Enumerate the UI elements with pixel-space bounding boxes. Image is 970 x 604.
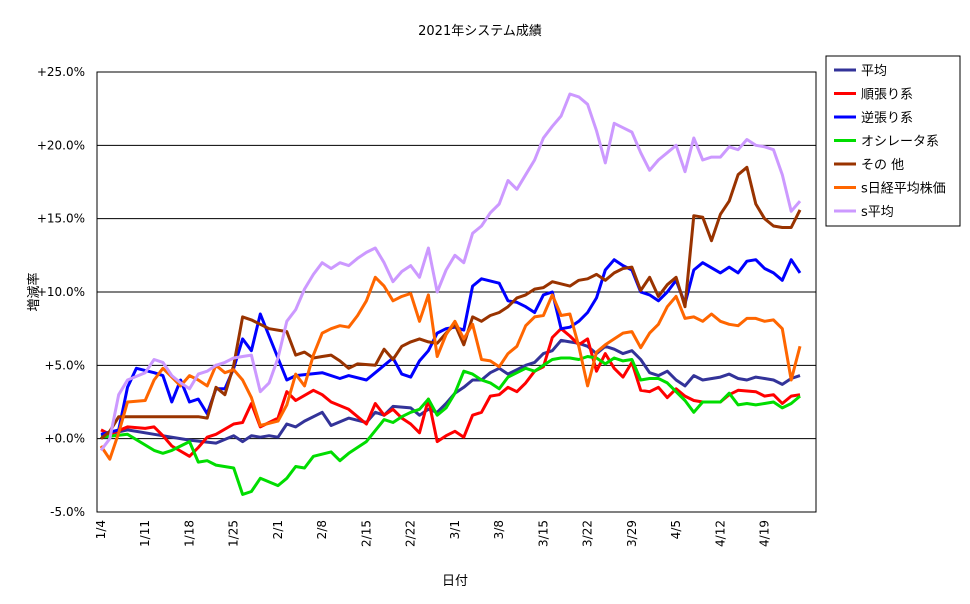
x-tick-label: 3/29 [625,520,639,547]
y-tick-label: -5.0% [50,505,85,519]
x-axis-title: 日付 [442,574,468,589]
x-tick-label: 2/15 [359,520,373,547]
y-tick-label: +25.0% [37,65,85,79]
series-line-6 [99,92,802,452]
x-tick-label: 3/8 [492,520,506,539]
y-tick-label: +15.0% [37,212,85,226]
legend-label-4: その 他 [861,158,904,173]
y-tick-label: +0.0% [44,432,85,446]
legend-label-5: s日経平均株価 [861,182,946,197]
x-tick-label: 4/19 [758,520,772,547]
x-tick-label: 2/22 [404,520,418,547]
x-tick-label: 3/15 [536,520,550,547]
x-tick-label: 1/4 [94,520,108,539]
x-tick-label: 3/22 [581,520,595,547]
series-line-1 [100,327,801,458]
x-tick-label: 2/1 [271,520,285,539]
series-line-2 [100,258,802,436]
series-lines [99,92,802,496]
x-axis-ticks: 1/4 1/11 1/18 1/25 2/1 2/8 2/15 2/22 3/1 3/8 3/15 3… [94,520,772,547]
x-tick-label: 1/25 [227,520,241,547]
series-line-5 [99,275,802,461]
x-tick-label: 4/12 [713,520,727,547]
legend-label-0: 平均 [861,64,887,79]
y-axis-title: 増減率 [26,272,42,311]
y-tick-label: +10.0% [37,285,85,299]
y-tick-label: +5.0% [44,358,85,372]
legend-label-3: オシレータ系 [861,135,939,150]
y-tick-label: +20.0% [37,138,85,152]
y-axis-ticks: +25.0% +20.0% +15.0% +10.0% +5.0% +0.0% -5.0% [37,65,85,519]
chart-title: 2021年システム成績 [418,24,542,39]
legend-label-6: s平均 [861,205,894,220]
x-tick-label: 3/1 [448,520,462,539]
x-tick-label: 4/5 [669,520,683,539]
x-tick-label: 1/11 [138,520,152,547]
x-tick-label: 1/18 [182,520,196,547]
legend-label-1: 順張り系 [861,88,913,103]
legend-label-2: 逆張り系 [861,110,913,126]
series-line-0 [100,338,801,445]
series-line-4 [100,165,802,440]
x-tick-label: 2/8 [315,520,329,539]
series-line-3 [100,355,801,496]
